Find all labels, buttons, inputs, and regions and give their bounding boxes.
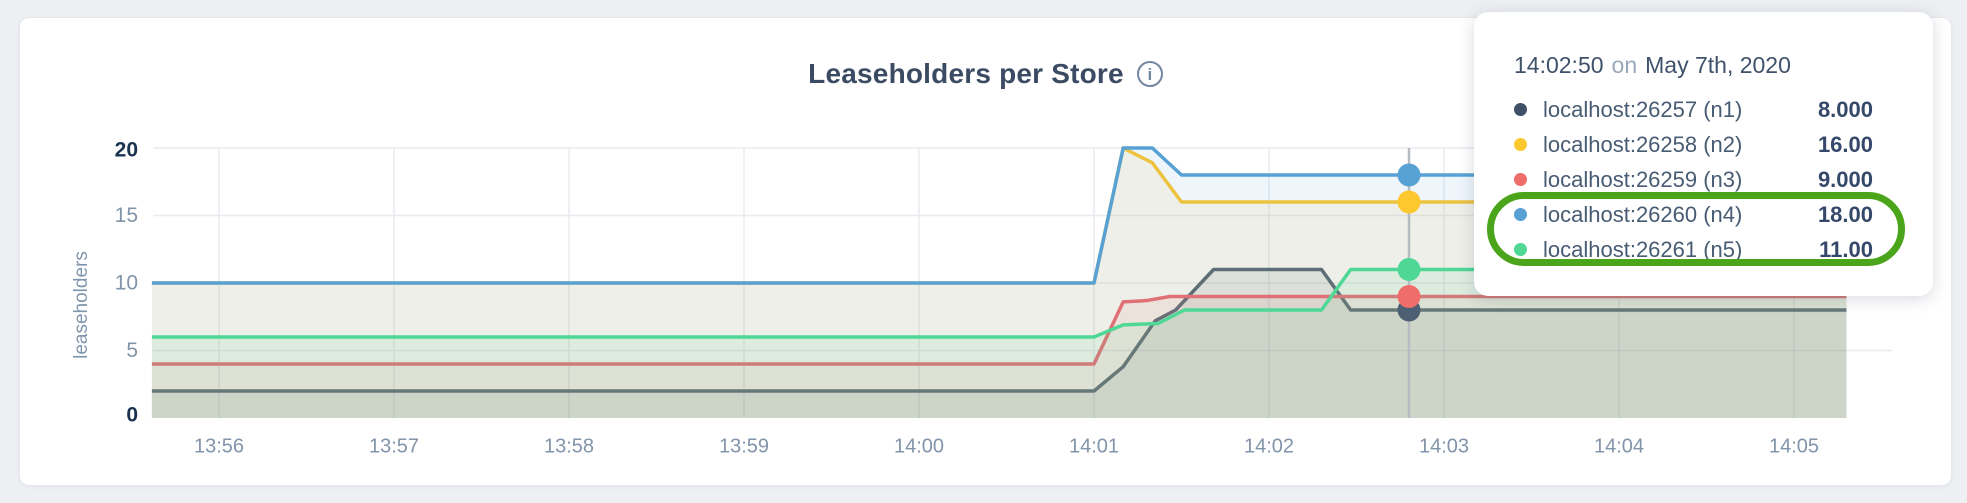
x-tick-label: 14:03 (1419, 435, 1469, 457)
hover-point-dot (1397, 285, 1421, 308)
tooltip-timestamp: 14:02:50 on May 7th, 2020 (1514, 52, 1933, 79)
y-tick-label: 5 (126, 339, 138, 362)
tooltip-date: May 7th, 2020 (1645, 52, 1791, 78)
series-line (151, 146, 1847, 285)
x-tick-label: 14:00 (894, 435, 944, 457)
series-value: 8.000 (1817, 96, 1873, 122)
series-area (151, 269, 1847, 418)
x-tick-label: 13:58 (544, 435, 594, 457)
series-line (151, 294, 1847, 366)
series-label: localhost:26257 (n1) (1543, 96, 1743, 122)
y-tick-label: 15 (115, 204, 138, 227)
x-tick-label: 13:59 (719, 435, 769, 457)
series-label: localhost:26260 (n4) (1543, 201, 1743, 227)
x-tick-label: 14:01 (1069, 435, 1119, 457)
x-tick-label: 14:02 (1244, 435, 1294, 457)
tooltip-row: localhost:26259 (n3) 9.000 (1514, 162, 1933, 197)
series-label: localhost:26261 (n5) (1543, 236, 1743, 262)
annotation-circle (1487, 192, 1905, 266)
series-dot-icon (1514, 138, 1527, 151)
tooltip-row: localhost:26260 (n4) 18.00 (1514, 197, 1933, 232)
series-label: localhost:26259 (n3) (1543, 166, 1743, 192)
hover-tooltip: 14:02:50 on May 7th, 2020 localhost:2625… (1474, 12, 1933, 296)
x-tick-label: 13:57 (369, 435, 419, 457)
tooltip-connector: on (1611, 52, 1638, 78)
tooltip-rows: localhost:26257 (n1) 8.000 localhost:26258… (1514, 92, 1933, 267)
y-tick-label: 10 (115, 272, 138, 295)
y-tick-label: 0 (126, 404, 138, 427)
series-area (151, 269, 1847, 418)
series-label: localhost:26258 (n2) (1543, 131, 1743, 157)
hover-point-dot (1397, 258, 1421, 281)
info-icon[interactable]: i (1136, 61, 1163, 87)
series-dot-icon (1514, 103, 1527, 116)
chart-title: Leaseholders per Store (808, 58, 1124, 89)
series-dot-icon (1514, 173, 1527, 186)
series-value: 9.000 (1817, 166, 1873, 192)
tooltip-time: 14:02:50 (1514, 52, 1604, 78)
y-tick-label: 20 (115, 139, 138, 162)
tooltip-row: localhost:26257 (n1) 8.000 (1514, 92, 1933, 127)
tooltip-row: localhost:26258 (n2) 16.00 (1514, 127, 1933, 162)
series-value: 16.00 (1817, 131, 1873, 157)
x-tick-label: 14:05 (1769, 435, 1819, 457)
x-tick-label: 14:04 (1594, 435, 1644, 457)
series-line (151, 267, 1847, 339)
series-area (151, 296, 1847, 418)
x-tick-label: 13:56 (194, 435, 244, 457)
hover-point-dot (1397, 163, 1421, 187)
hover-point-dot (1397, 190, 1421, 214)
chart-header: Leaseholders per Store i (20, 58, 1951, 90)
